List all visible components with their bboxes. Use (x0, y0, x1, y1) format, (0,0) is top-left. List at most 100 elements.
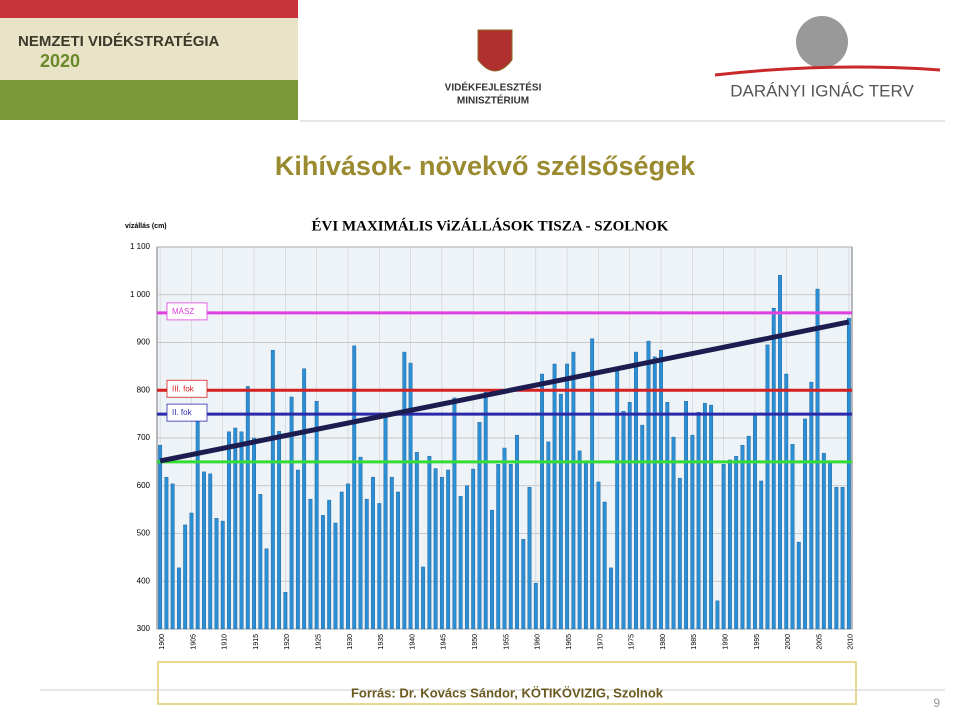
bar (609, 567, 613, 630)
bar (771, 307, 776, 630)
x-tick-label: 1970 (597, 634, 604, 650)
bar (364, 498, 369, 630)
bar (302, 368, 307, 630)
bar (552, 363, 557, 630)
bar (402, 351, 407, 630)
x-tick-label: 1975 (629, 634, 636, 650)
bar (796, 541, 801, 630)
bar (408, 362, 413, 630)
reference-label-box (166, 302, 208, 321)
bar (252, 437, 256, 630)
bar (396, 491, 400, 630)
bar (621, 411, 626, 630)
reference-label-box (166, 379, 208, 398)
source: Forrás: Dr. Kovács Sándor, KÖTIKÖVIZIG, … (351, 685, 664, 700)
x-tick-label: 2005 (816, 634, 823, 650)
bar (558, 393, 563, 630)
bar (239, 431, 244, 630)
bar (515, 434, 519, 630)
bar (490, 509, 494, 630)
bar (571, 351, 576, 630)
logo-band (0, 0, 298, 18)
bar (846, 317, 851, 630)
footer-box (157, 661, 857, 705)
logo-year: 2020 (40, 51, 80, 71)
bar (828, 460, 833, 630)
y-tick-label: 500 (137, 529, 151, 538)
logo-text: DARÁNYI IGNÁC TERV (730, 81, 914, 100)
x-tick-label: 1905 (190, 634, 197, 650)
bar (746, 435, 751, 630)
bar (784, 373, 789, 630)
y-axis-label: vízállás (cm) (125, 223, 167, 230)
bar (759, 480, 764, 630)
portrait (796, 16, 848, 68)
bar (565, 363, 570, 630)
bar (308, 498, 313, 630)
coat-of-arms (477, 29, 513, 72)
bar (220, 520, 225, 630)
reference-label: II. fok (172, 408, 193, 417)
bar (439, 476, 444, 630)
bar (665, 401, 670, 630)
x-tick-label: 1990 (722, 634, 729, 650)
x-tick-label: 1955 (503, 634, 510, 650)
bar (684, 401, 688, 630)
bar (477, 422, 482, 630)
x-tick-label: 1900 (159, 634, 166, 650)
bar (270, 349, 275, 630)
bar (502, 447, 507, 630)
bar (627, 401, 632, 630)
bar (778, 274, 782, 630)
bar (377, 503, 382, 630)
y-tick-label: 1 000 (130, 290, 151, 299)
logo-landscape (0, 80, 298, 120)
bar (383, 415, 388, 630)
bar (189, 512, 194, 630)
bar (634, 351, 638, 630)
bar (646, 340, 651, 630)
y-tick-label: 400 (137, 576, 151, 585)
bar (427, 455, 432, 630)
x-tick-label: 1930 (347, 634, 354, 650)
x-tick-label: 1985 (691, 634, 698, 650)
bar (727, 459, 732, 630)
bar (339, 491, 344, 630)
x-tick-label: 1960 (535, 634, 542, 650)
bar (346, 483, 350, 630)
page-number: 9 (933, 696, 940, 710)
bar (590, 338, 595, 630)
bar (540, 373, 544, 630)
bar (671, 436, 676, 630)
bar (283, 592, 288, 630)
bar (815, 288, 820, 630)
bar (264, 548, 269, 630)
x-tick-label: 2010 (848, 634, 855, 650)
bar (214, 518, 219, 630)
bar (809, 381, 814, 630)
bar (715, 600, 720, 630)
x-tick-label: 1965 (566, 634, 573, 650)
bar (176, 567, 181, 630)
bar (740, 444, 745, 630)
bar (458, 496, 463, 630)
y-tick-label: 300 (137, 624, 151, 633)
bar (840, 486, 845, 630)
bar (233, 427, 238, 630)
bar (414, 452, 419, 630)
bar (527, 486, 532, 630)
bar (245, 386, 250, 630)
bar (690, 434, 695, 630)
x-tick-label: 2000 (785, 634, 792, 650)
bar (389, 476, 394, 630)
reference-label: MÁSZ (172, 307, 194, 316)
bar (546, 441, 551, 630)
bar (790, 444, 795, 630)
bar (208, 473, 213, 630)
bar (295, 469, 300, 630)
x-tick-label: 1920 (284, 634, 291, 650)
bar (602, 501, 607, 630)
bar (596, 481, 601, 630)
